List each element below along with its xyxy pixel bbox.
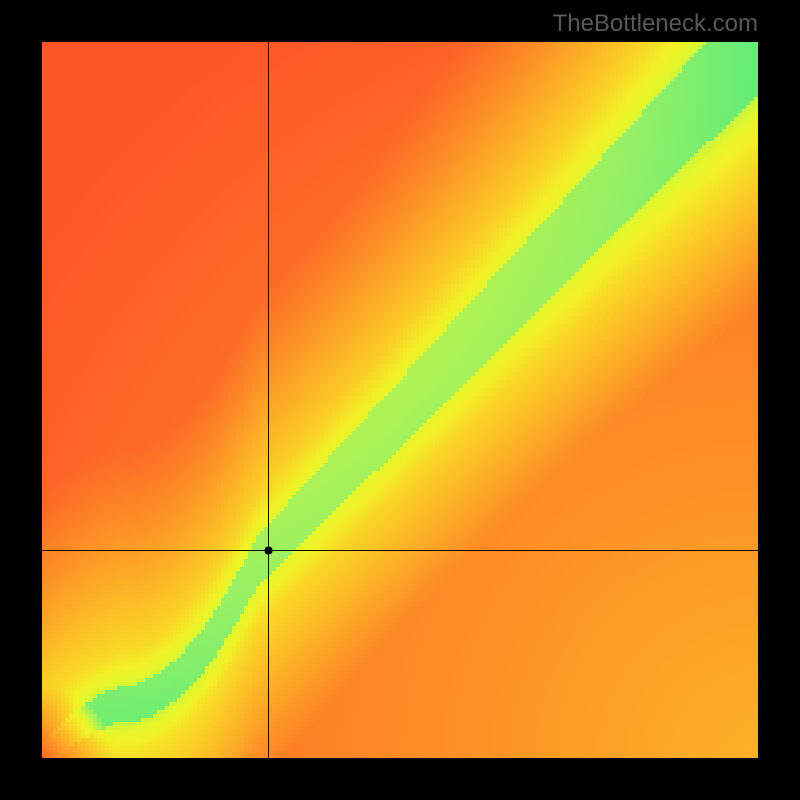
bottleneck-heatmap (42, 42, 758, 758)
chart-root: TheBottleneck.com (0, 0, 800, 800)
watermark-text: TheBottleneck.com (553, 10, 758, 38)
